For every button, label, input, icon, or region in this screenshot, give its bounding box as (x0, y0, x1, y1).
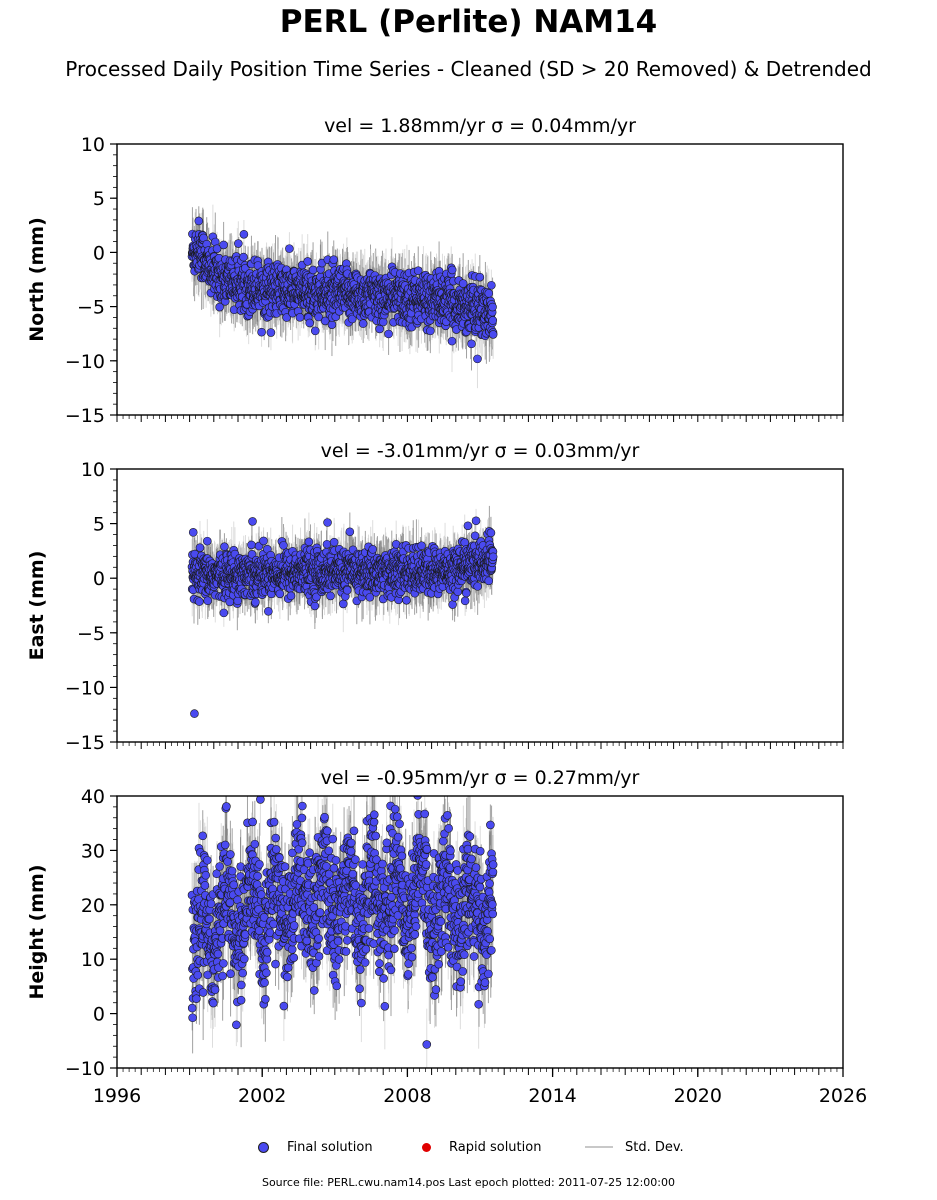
data-point (295, 313, 305, 322)
y-axis-label: North (mm) (26, 217, 48, 342)
data-point (347, 314, 357, 324)
data-point (195, 597, 204, 606)
data-point (320, 316, 330, 326)
data-point (266, 328, 276, 337)
data-point (426, 326, 435, 336)
plot-area (187, 204, 498, 389)
data-point (467, 339, 476, 349)
data-point (239, 252, 248, 262)
data-point (447, 336, 457, 346)
data-point (488, 302, 497, 312)
data-point (329, 255, 339, 264)
chart-subtitle: Processed Daily Position Time Series - C… (65, 57, 872, 81)
data-point (239, 229, 249, 239)
data-point (257, 327, 266, 337)
data-point (487, 280, 496, 290)
data-point (203, 596, 213, 606)
data-point (194, 216, 204, 226)
data-point (308, 265, 318, 275)
y-tick-label: −10 (65, 351, 105, 373)
data-point (358, 319, 368, 328)
data-point (484, 289, 494, 298)
data-point (285, 244, 294, 253)
y-tick-label: −15 (65, 405, 105, 427)
data-point (378, 317, 388, 327)
data-point (413, 266, 423, 276)
data-point (233, 596, 243, 606)
data-point (314, 312, 323, 322)
chart-title: PERL (Perlite) NAM14 (279, 4, 658, 40)
data-point (195, 543, 205, 552)
data-point (212, 244, 222, 253)
data-point (458, 279, 468, 288)
panel-title: vel = 1.88mm/yr σ = 0.04mm/yr (324, 115, 636, 137)
y-axis-label: East (mm) (26, 551, 48, 661)
data-point (488, 330, 498, 339)
data-point (203, 536, 212, 546)
data-point (310, 326, 320, 336)
y-tick-label: 5 (93, 188, 105, 210)
data-point (219, 608, 229, 618)
y-tick-label: −5 (77, 297, 105, 319)
data-point (327, 320, 337, 329)
y-tick-label: 0 (93, 242, 105, 264)
data-point (220, 542, 229, 551)
data-point (384, 329, 393, 339)
data-point (219, 240, 228, 250)
y-tick-label: 10 (81, 134, 105, 156)
data-point (473, 354, 482, 364)
plot-area (187, 505, 498, 718)
data-point (282, 313, 291, 322)
panel-title: vel = -3.01mm/yr σ = 0.03mm/yr (321, 440, 640, 462)
data-point (305, 318, 314, 328)
data-point (234, 239, 243, 248)
data-point (215, 302, 224, 312)
data-point (303, 257, 313, 266)
panel-0: vel = 1.88mm/yr σ = 0.04mm/yr North (mm) 1… (26, 115, 844, 427)
data-point (488, 316, 498, 325)
data-point (475, 272, 485, 282)
data-point (447, 265, 457, 275)
chart-canvas: vel = 1.88mm/yr σ = 0.04mm/yr North (mm) 1… (26, 115, 867, 1107)
